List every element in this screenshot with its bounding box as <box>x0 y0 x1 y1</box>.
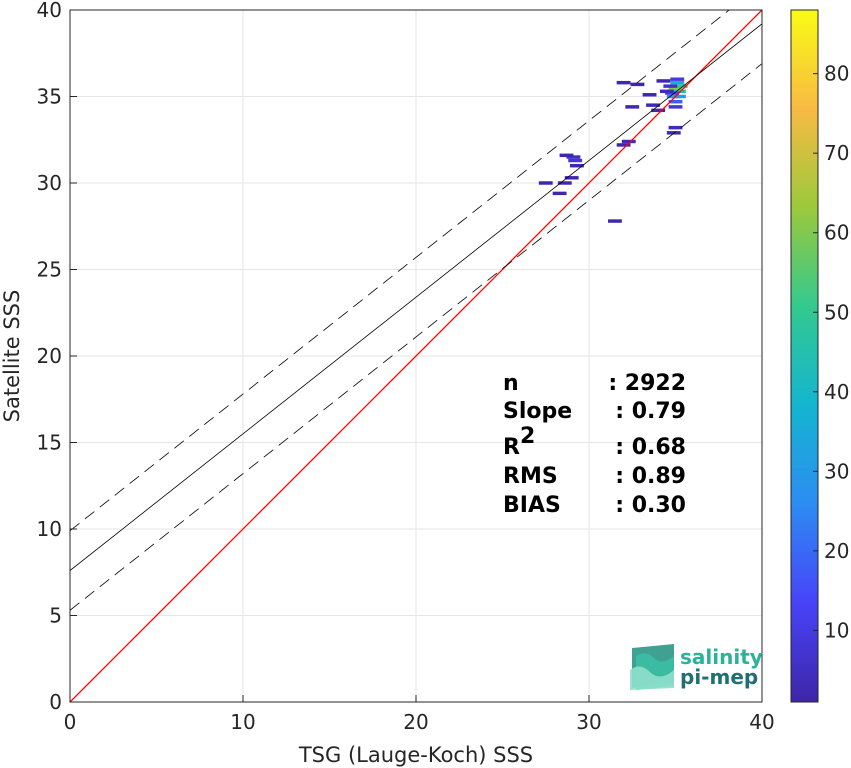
line-fit-lower <box>70 63 762 611</box>
density-cell <box>668 125 683 130</box>
stat-label: Slope <box>503 399 572 424</box>
density-cell <box>646 103 660 107</box>
stat-value: : 2922 <box>608 371 686 396</box>
y-tick-label: 15 <box>37 431 62 455</box>
colorbar-ticks: 10 20 30 40 50 60 70 80 <box>813 62 849 642</box>
density-cell <box>663 84 678 88</box>
x-axis-ticks: 0 10 20 30 40 <box>64 695 775 734</box>
stats-box: n : 2922 Slope : 0.79 R 2 : 0.68 RMS : 0.89 BIAS:… <box>503 371 686 518</box>
y-tick-label: 0 <box>49 690 62 714</box>
density-cell <box>630 82 645 87</box>
density-cell <box>668 86 683 90</box>
regression-lines <box>70 10 762 702</box>
colorbar-tick-label: 40 <box>824 380 849 404</box>
density-cell <box>672 94 686 99</box>
density-cell <box>552 191 567 196</box>
stat-label: RMS <box>503 464 558 489</box>
stat-value: : 0.68 <box>615 435 686 460</box>
stat-value: : 0.30 <box>615 493 686 518</box>
salinity-pimep-logo: salinity pi-mep <box>630 644 763 690</box>
stat-label: BIAS <box>503 493 561 518</box>
density-cells <box>538 77 688 223</box>
density-cell <box>559 153 574 158</box>
x-tick-label: 40 <box>749 710 774 734</box>
y-tick-label: 10 <box>37 517 62 541</box>
colorbar-tick-label: 80 <box>824 62 849 86</box>
density-cell <box>564 176 579 180</box>
stat-label: n <box>503 371 519 396</box>
density-cell <box>670 80 685 85</box>
density-cell <box>673 84 688 88</box>
density-cell <box>566 155 581 159</box>
y-tick-label: 20 <box>37 344 62 368</box>
density-cell <box>625 105 640 109</box>
density-cell <box>651 108 666 113</box>
x-tick-label: 10 <box>230 710 255 734</box>
density-cell <box>656 79 671 83</box>
stat-value: : 0.89 <box>615 464 686 489</box>
density-cell <box>568 158 583 163</box>
x-tick-label: 0 <box>64 710 77 734</box>
colorbar-tick-label: 10 <box>824 618 849 642</box>
colorbar-tick-label: 70 <box>824 141 849 165</box>
y-tick-label: 25 <box>37 258 62 282</box>
x-tick-label: 30 <box>576 710 601 734</box>
colorbar-tick-label: 20 <box>824 539 849 563</box>
density-cell <box>538 181 553 185</box>
y-tick-label: 5 <box>49 604 62 628</box>
logo-line-1: salinity <box>680 645 763 669</box>
x-tick-label: 20 <box>403 710 428 734</box>
stat-superscript: 2 <box>520 424 535 449</box>
density-cell <box>621 139 636 144</box>
density-cell <box>668 99 683 104</box>
y-tick-label: 40 <box>37 0 62 22</box>
density-cell <box>659 89 674 94</box>
y-tick-label: 30 <box>37 171 62 195</box>
stat-value: : 0.79 <box>615 399 686 424</box>
y-tick-label: 35 <box>37 85 62 109</box>
logo-line-2: pi-mep <box>680 665 758 689</box>
density-cell <box>557 181 572 185</box>
density-cell <box>642 93 657 97</box>
density-cell <box>670 77 685 81</box>
line-fit <box>70 23 762 571</box>
colorbar <box>790 9 819 703</box>
density-cell <box>608 219 622 223</box>
colorbar-tick-label: 30 <box>824 459 849 483</box>
density-cell <box>616 80 631 85</box>
x-axis-label: TSG (Lauge-Koch) SSS <box>298 743 533 767</box>
density-cell <box>616 143 631 147</box>
colorbar-tick-label: 50 <box>824 300 849 324</box>
density-cell <box>569 163 584 168</box>
stat-label: R <box>503 435 520 460</box>
colorbar-tick-label: 60 <box>824 221 849 245</box>
y-axis-ticks: 0 5 10 15 20 25 30 35 40 <box>37 0 77 714</box>
line-fit-upper <box>70 10 730 532</box>
density-cell <box>668 105 683 109</box>
y-axis-label: Satellite SSS <box>0 290 24 423</box>
line-one-to-one <box>70 10 762 702</box>
